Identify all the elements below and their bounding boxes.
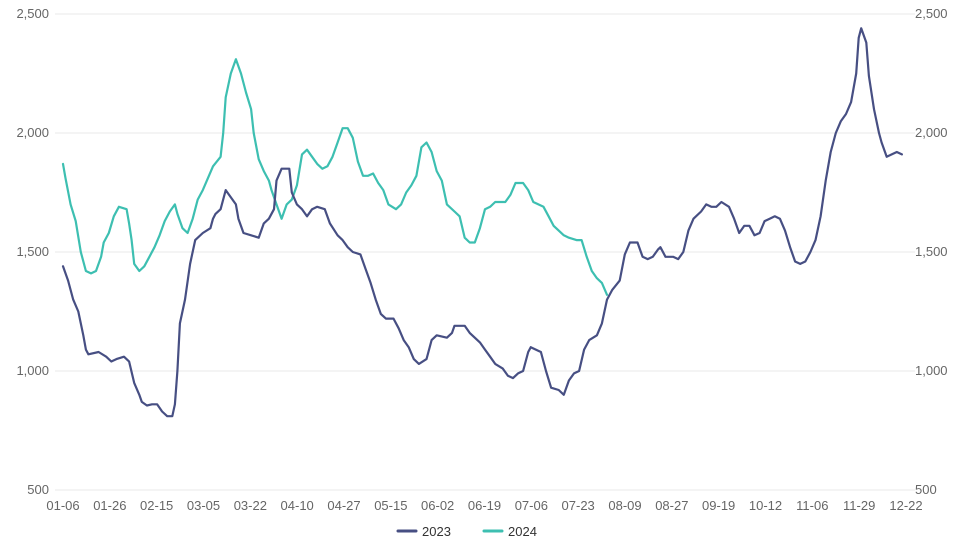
x-tick-01-26: 01-26 — [93, 498, 126, 513]
series-line-2024 — [61, 58, 609, 296]
legend-item-2023[interactable]: 2023 — [396, 524, 451, 539]
x-tick-08-09: 08-09 — [608, 498, 641, 513]
legend-label-2024: 2024 — [508, 524, 537, 539]
legend[interactable]: 2023 2024 — [396, 524, 537, 539]
x-tick-07-06: 07-06 — [515, 498, 548, 513]
x-tick-02-15: 02-15 — [140, 498, 173, 513]
x-tick-11-29: 11-29 — [843, 498, 875, 513]
x-tick-03-05: 03-05 — [187, 498, 220, 513]
y-tick-right-1500: 1,500 — [915, 244, 948, 259]
x-tick-04-27: 04-27 — [327, 498, 360, 513]
x-tick-01-06: 01-06 — [46, 498, 79, 513]
x-tick-03-22: 03-22 — [234, 498, 267, 513]
y-tick-right-500: 500 — [915, 482, 937, 497]
y-tick-left-1500: 1,500 — [16, 244, 49, 259]
x-tick-07-23: 07-23 — [562, 498, 595, 513]
y-tick-left-500: 500 — [27, 482, 49, 497]
y-tick-right-1000: 1,000 — [915, 363, 948, 378]
y-tick-right-2500: 2,500 — [915, 6, 948, 21]
grid-layer — [55, 13, 915, 491]
y-tick-left-2500: 2,500 — [16, 6, 49, 21]
x-axis: 01-06 01-26 02-15 03-05 03-22 04-10 04-27 05-15… — [46, 498, 922, 513]
y-tick-left-2000: 2,000 — [16, 125, 49, 140]
x-tick-09-19: 09-19 — [702, 498, 735, 513]
x-tick-12-22: 12-22 — [889, 498, 922, 513]
y-axis-left: 500 1,000 1,500 2,000 2,500 — [16, 6, 49, 497]
y-tick-right-2000: 2,000 — [915, 125, 948, 140]
x-tick-04-10: 04-10 — [281, 498, 314, 513]
x-tick-06-19: 06-19 — [468, 498, 501, 513]
x-tick-10-12: 10-12 — [749, 498, 782, 513]
x-tick-05-15: 05-15 — [374, 498, 407, 513]
series-line-2023 — [61, 27, 903, 418]
x-tick-06-02: 06-02 — [421, 498, 454, 513]
x-tick-08-27: 08-27 — [655, 498, 688, 513]
series-layer — [61, 27, 903, 418]
x-tick-11-06: 11-06 — [796, 498, 828, 513]
legend-label-2023: 2023 — [422, 524, 451, 539]
y-axis-right: 500 1,000 1,500 2,000 2,500 — [915, 6, 948, 497]
legend-item-2024[interactable]: 2024 — [482, 524, 537, 539]
y-tick-left-1000: 1,000 — [16, 363, 49, 378]
